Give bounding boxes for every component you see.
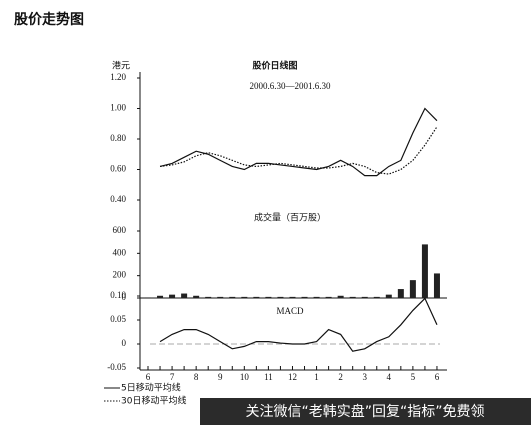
x-tick-label: 6 (435, 372, 440, 382)
bar (361, 296, 368, 298)
x-tick-label: 8 (194, 372, 199, 382)
bar (289, 296, 296, 298)
x-tick-label: 6 (146, 372, 151, 382)
chart-title: 成交量（百万股） (254, 212, 326, 224)
bar (157, 295, 164, 298)
chart-subtitle: 2000.6.30—2001.6.30 (250, 81, 332, 91)
bar (373, 296, 380, 298)
x-tick-label: 11 (264, 372, 273, 382)
bar (205, 296, 212, 298)
y-axis-label: 港元 (112, 60, 130, 72)
bar (265, 296, 272, 298)
y-tick-label: 1.00 (110, 103, 126, 113)
bar (397, 289, 404, 298)
y-tick-label: 200 (113, 270, 127, 280)
y-tick-label: 0 (122, 292, 127, 302)
bar (301, 296, 308, 298)
bar (181, 293, 188, 298)
bar (337, 295, 344, 298)
bar (349, 296, 356, 298)
bar (229, 296, 236, 298)
x-tick-label: 7 (170, 372, 175, 382)
bar (169, 294, 176, 298)
legend-label: 5日移动平均线 (121, 382, 181, 394)
y-tick-label: 600 (113, 225, 127, 235)
bar (253, 296, 260, 298)
bar (409, 280, 416, 298)
y-tick-label: 400 (113, 247, 127, 257)
x-tick-label: 10 (240, 372, 250, 382)
price-line (159, 126, 438, 175)
page-title: 股价走势图 (14, 11, 84, 28)
y-tick-label: 0 (122, 338, 127, 348)
y-tick-label: 0.10 (110, 290, 126, 300)
bar (313, 296, 320, 298)
x-tick-label: 1 (314, 372, 319, 382)
y-tick-label: 0.60 (110, 164, 126, 174)
bar (241, 296, 248, 298)
bar (421, 244, 428, 298)
bar (433, 273, 440, 298)
x-tick-label: 12 (288, 372, 297, 382)
legend-label: 30日移动平均线 (121, 395, 186, 407)
bar (217, 296, 224, 298)
x-tick-label: 4 (387, 372, 392, 382)
y-tick-label: 1.20 (110, 72, 126, 82)
x-tick-label: 3 (362, 372, 367, 382)
chart-title: 股价日线图 (252, 60, 297, 72)
price-line (159, 107, 438, 177)
macd-line (159, 297, 438, 352)
bar (385, 294, 392, 298)
y-tick-label: 0.40 (110, 194, 126, 204)
watermark: 关注微信“老韩实盘”回复“指标”免费领 (245, 403, 484, 420)
watermark-bg (200, 398, 531, 425)
y-tick-label: 0.05 (110, 314, 126, 324)
x-tick-label: 5 (411, 372, 416, 382)
y-tick-label: -0.05 (107, 362, 126, 372)
bar (193, 295, 200, 298)
bar (145, 297, 151, 298)
bar (325, 296, 332, 298)
bar (277, 296, 284, 298)
x-tick-label: 9 (218, 372, 223, 382)
x-tick-label: 2 (338, 372, 343, 382)
chart-title: MACD (276, 306, 304, 316)
y-tick-label: 0.80 (110, 133, 126, 143)
